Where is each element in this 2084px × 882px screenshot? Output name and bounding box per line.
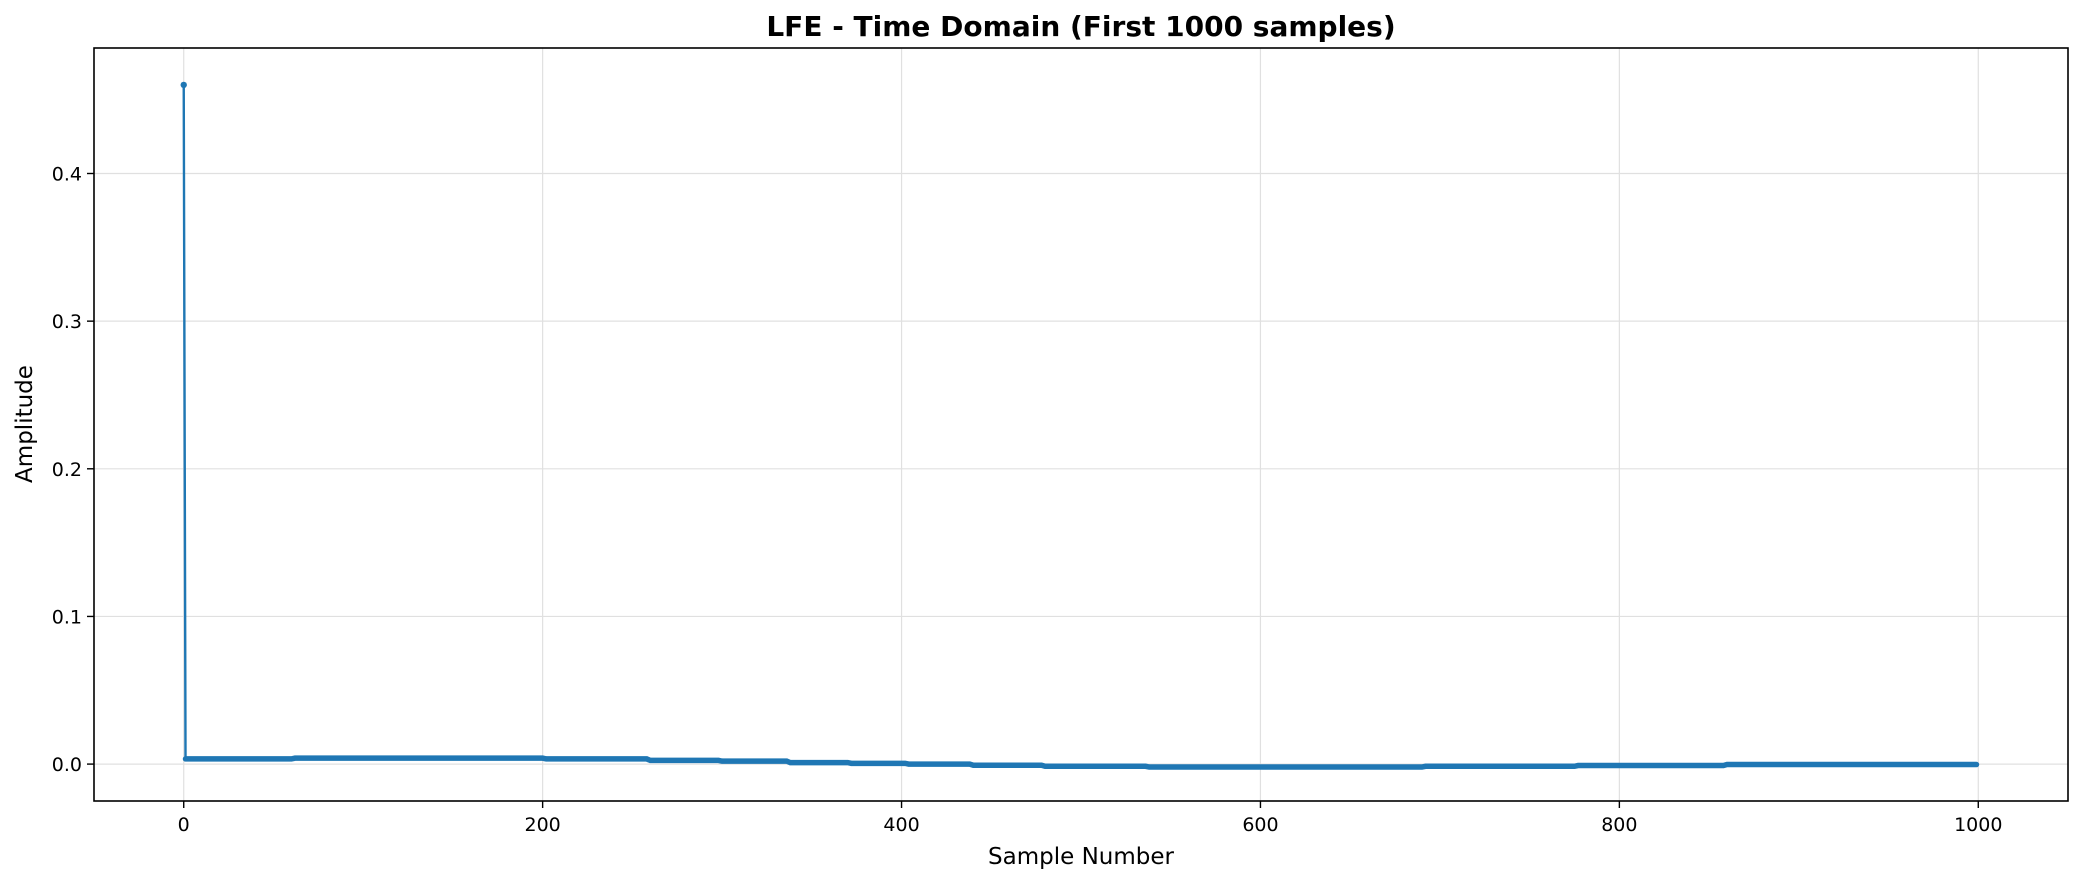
series-dense-markers xyxy=(182,755,1980,770)
grid xyxy=(94,48,2068,801)
x-tick-label: 600 xyxy=(1242,814,1278,836)
y-axis: 0.0 0.1 0.2 0.3 0.4 xyxy=(52,164,94,776)
y-tick-label: 0.4 xyxy=(52,164,82,186)
y-tick-label: 0.2 xyxy=(52,459,82,481)
series-line xyxy=(182,84,1977,769)
y-tick-label: 0.3 xyxy=(52,311,82,333)
y-tick-label: 0.1 xyxy=(52,606,82,628)
x-tick-label: 0 xyxy=(178,814,190,836)
y-tick-label: 0.0 xyxy=(52,754,82,776)
y-axis-label: Amplitude xyxy=(12,365,38,483)
plot-area-frame xyxy=(93,47,2069,802)
x-tick-label: 400 xyxy=(883,814,919,836)
data-series xyxy=(180,81,1980,770)
x-axis-label: Sample Number xyxy=(988,844,1174,870)
x-tick-label: 800 xyxy=(1601,814,1637,836)
x-tick-label: 1000 xyxy=(1954,814,2002,836)
x-axis: 0 200 400 600 800 1000 xyxy=(178,801,2002,836)
chart-title: LFE - Time Domain (First 1000 samples) xyxy=(766,10,1395,43)
peak-point xyxy=(180,81,187,89)
x-tick-label: 200 xyxy=(525,814,561,836)
